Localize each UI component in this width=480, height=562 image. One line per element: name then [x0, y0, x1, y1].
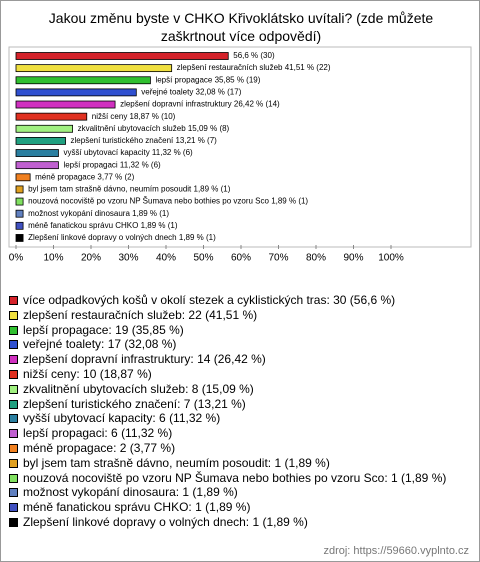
legend-label: zlepšení restauračních služeb: 22 (41,51…	[23, 307, 258, 322]
legend-swatch	[9, 414, 18, 424]
legend-item: byl jsem tam strašně dávno, neumím posou…	[9, 456, 464, 471]
x-tick-label: 100%	[378, 253, 404, 264]
bar	[15, 76, 151, 85]
bar	[15, 64, 173, 73]
bar	[15, 161, 59, 170]
legend-item: nouzová nocoviště po vzoru NP Šumava neb…	[9, 471, 464, 486]
value-label: zlepšení restauračních služeb 41,51 % (2…	[177, 63, 331, 72]
legend-item: veřejné toalety: 17 (32,08 %)	[9, 337, 464, 352]
legend-swatch	[9, 473, 18, 483]
legend-swatch	[9, 325, 18, 335]
legend-label: méně propagace: 2 (3,77 %)	[23, 440, 176, 455]
bar	[15, 88, 137, 97]
legend-swatch	[9, 310, 18, 320]
bar	[15, 112, 88, 121]
value-label: méně propagace 3,77 % (2)	[35, 172, 135, 181]
legend-label: více odpadkových košů v okolí stezek a c…	[23, 293, 396, 307]
legend-swatch	[9, 517, 18, 527]
bar	[15, 209, 24, 218]
legend-item: zlepšení dopravní infrastruktury: 14 (26…	[9, 352, 464, 367]
legend-swatch	[9, 384, 18, 394]
value-label: méně fanatickou správu CHKO 1,89 % (1)	[28, 221, 178, 230]
value-label: zlepšení dopravní infrastruktury 26,42 %…	[120, 100, 280, 109]
bar	[15, 52, 229, 60]
x-tick-label: 10%	[43, 253, 63, 264]
bar	[15, 173, 31, 182]
bar	[15, 221, 24, 230]
legend-item: zlepšení restauračních služeb: 22 (41,51…	[9, 308, 464, 323]
legend-item: vyšší ubytovací kapacity: 6 (11,32 %)	[9, 411, 464, 426]
x-tick-label: 90%	[343, 253, 363, 264]
legend-item: lepší propagace: 19 (35,85 %)	[9, 323, 464, 338]
x-tick-label: 80%	[306, 253, 326, 264]
chart-title: Jakou změnu byste v CHKO Křivoklátsko uv…	[48, 10, 434, 44]
legend-label: zlepšení dopravní infrastruktury: 14 (26…	[23, 352, 266, 367]
legend-swatch	[9, 296, 18, 305]
legend-item: lepší propagaci: 6 (11,32 %)	[9, 426, 464, 441]
value-label: 56,6 % (30)	[233, 51, 275, 60]
value-label: byl jsem tam strašně dávno, neumím posou…	[28, 185, 231, 194]
legend-label: byl jsem tam strašně dávno, neumím posou…	[23, 455, 330, 470]
legend-item: nižší ceny: 10 (18,87 %)	[9, 367, 464, 382]
x-tick-label: 30%	[118, 253, 138, 264]
value-label: zkvalitnění ubytovacích služeb 15,09 % (…	[78, 124, 230, 133]
legend-item: méně propagace: 2 (3,77 %)	[9, 441, 464, 456]
legend-label: zlepšení turistického značení: 7 (13,21 …	[23, 396, 246, 411]
legend: více odpadkových košů v okolí stezek a c…	[9, 293, 464, 530]
legend-swatch	[9, 340, 18, 350]
plot-frame	[8, 46, 472, 248]
legend-label: méně fanatickou správu CHKO: 1 (1,89 %)	[23, 500, 251, 515]
legend-item: méně fanatickou správu CHKO: 1 (1,89 %)	[9, 500, 464, 515]
bar	[15, 100, 116, 109]
legend-swatch	[9, 458, 18, 468]
value-label: vyšší ubytovací kapacity 11,32 % (6)	[63, 148, 193, 157]
legend-label: nouzová nocoviště po vzoru NP Šumava neb…	[23, 470, 447, 485]
x-tick-label: 60%	[231, 253, 251, 264]
value-label: veřejné toalety 32,08 % (17)	[141, 87, 241, 96]
legend-label: Zlepšení linkové dopravy o volných dnech…	[23, 514, 308, 529]
legend-label: zkvalitnění ubytovacích služeb: 8 (15,09…	[23, 381, 254, 396]
x-tick-label: 50%	[193, 253, 213, 264]
legend-label: možnost vykopání dinosaura: 1 (1,89 %)	[23, 485, 238, 500]
value-label: lepší propagaci 11,32 % (6)	[63, 160, 161, 169]
legend-item: zkvalitnění ubytovacích služeb: 8 (15,09…	[9, 382, 464, 397]
value-label: nouzová nocoviště po vzoru NP Šumava neb…	[28, 197, 308, 206]
legend-label: veřejné toalety: 17 (32,08 %)	[23, 337, 177, 352]
legend-swatch	[9, 443, 18, 453]
x-tick-label: 20%	[81, 253, 101, 264]
legend-item: více odpadkových košů v okolí stezek a c…	[9, 293, 464, 308]
bar	[15, 197, 24, 206]
legend-label: nižší ceny: 10 (18,87 %)	[23, 366, 152, 381]
value-label: lepší propagace 35,85 % (19)	[155, 75, 260, 84]
legend-item: možnost vykopání dinosaura: 1 (1,89 %)	[9, 485, 464, 500]
bar	[15, 185, 24, 194]
x-tick-label: 70%	[268, 253, 288, 264]
legend-item: Zlepšení linkové dopravy o volných dnech…	[9, 515, 464, 530]
legend-label: lepší propagace: 19 (35,85 %)	[23, 322, 184, 337]
x-tick-label: 0%	[9, 253, 24, 264]
legend-swatch	[9, 355, 18, 365]
x-tick-label: 40%	[156, 253, 176, 264]
value-label: zlepšení turistického značení 13,21 % (7…	[71, 136, 218, 145]
legend-swatch	[9, 488, 18, 498]
legend-swatch	[9, 503, 18, 513]
bar	[15, 149, 59, 157]
legend-swatch	[9, 369, 18, 379]
legend-label: vyšší ubytovací kapacity: 6 (11,32 %)	[23, 411, 221, 426]
value-label: Zlepšení linkové dopravy o volných dnech…	[28, 233, 216, 242]
bar	[15, 234, 24, 242]
legend-swatch	[9, 429, 18, 439]
bar	[15, 124, 73, 133]
bar	[15, 137, 66, 145]
value-label: nižší ceny 18,87 % (10)	[92, 112, 176, 121]
legend-label: lepší propagaci: 6 (11,32 %)	[23, 426, 173, 441]
legend-item: zlepšení turistického značení: 7 (13,21 …	[9, 397, 464, 412]
value-label: možnost vykopání dinosaura 1,89 % (1)	[28, 209, 169, 218]
source: zdroj: https://59660.vyplnto.cz	[323, 545, 469, 557]
legend-swatch	[9, 399, 18, 409]
